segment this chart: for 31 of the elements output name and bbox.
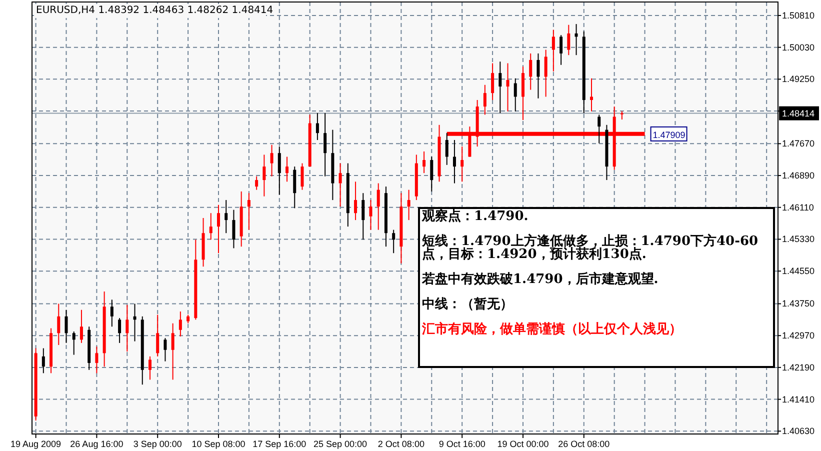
x-tick-label: 9 Oct 16:00 <box>438 439 486 449</box>
x-tick-label: 19 Oct 00:00 <box>497 439 549 449</box>
y-tick-label: 1.40630 <box>782 426 815 436</box>
y-tick-label: 1.47670 <box>782 138 815 149</box>
x-tick-label: 26 Oct 08:00 <box>558 439 610 449</box>
ref-line-label: 1.48414 <box>782 108 815 118</box>
y-tick-label: 1.41410 <box>782 394 815 404</box>
y-tick-label: 1.42190 <box>782 362 815 372</box>
x-tick-label: 10 Sep 08:00 <box>192 439 246 449</box>
x-tick-label: 3 Sep 00:00 <box>133 439 182 449</box>
y-tick-label: 1.46890 <box>782 170 815 181</box>
x-tick-label: 17 Sep 16:00 <box>252 439 306 449</box>
y-tick-label: 1.45330 <box>782 234 815 244</box>
annotation: 观察点：1.4790. <box>422 209 530 224</box>
annotation: 汇市有风险，做单需谨慎（以上仅个人浅见） <box>422 322 683 337</box>
chart-title: EURUSD,H4 1.48392 1.48463 1.48262 1.48414 <box>36 5 274 16</box>
y-tick-label: 1.42970 <box>782 330 815 341</box>
y-tick-label: 1.46110 <box>782 202 814 212</box>
y-tick-label: 1.44550 <box>782 266 815 276</box>
x-tick-label: 19 Aug 2009 <box>10 439 62 449</box>
y-tick-label: 1.50810 <box>782 10 815 20</box>
annotation: 中线：（暂无） <box>422 297 514 312</box>
y-tick-label: 1.50030 <box>782 42 815 52</box>
data-label: 1.47909 <box>652 130 686 140</box>
y-tick-label: 1.49250 <box>782 74 815 84</box>
y-tick-label: 1.43750 <box>782 298 815 309</box>
x-tick-label: 2 Oct 08:00 <box>378 439 424 449</box>
x-tick-label: 26 Aug 16:00 <box>70 439 124 449</box>
annotation: 若盘中有效跌破1.4790，后市建意观望. <box>422 272 660 287</box>
x-tick-label: 25 Sep 00:00 <box>314 439 368 449</box>
annotation: 短线：1.4790上方逢低做多，止损：1.4790下方40-60点，目标：1.4920，预计获利130点. <box>422 234 760 262</box>
